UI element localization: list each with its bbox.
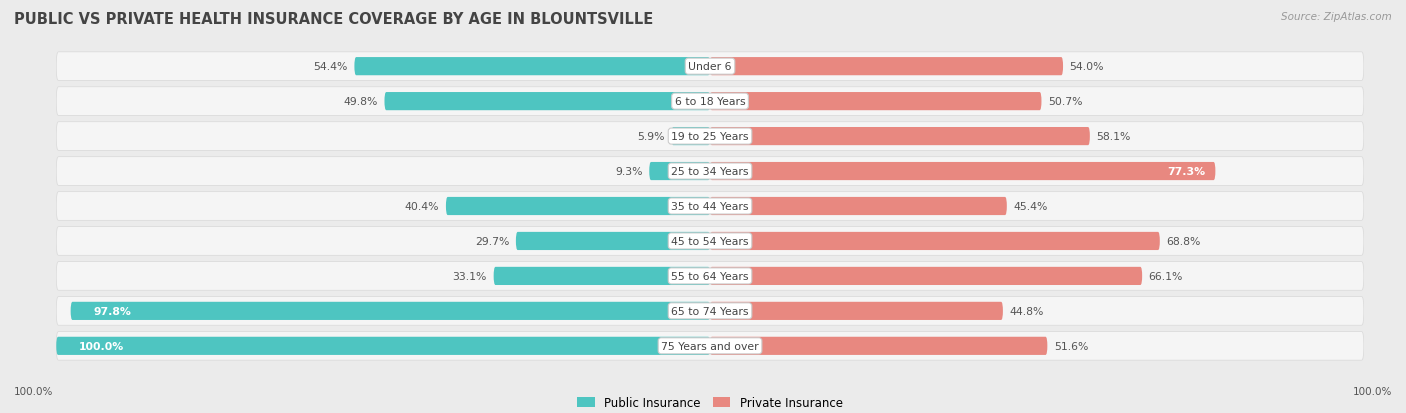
Legend: Public Insurance, Private Insurance: Public Insurance, Private Insurance [572, 392, 848, 413]
Text: 68.8%: 68.8% [1167, 236, 1201, 247]
FancyBboxPatch shape [672, 128, 710, 146]
FancyBboxPatch shape [710, 197, 1007, 216]
Text: 45.4%: 45.4% [1014, 202, 1047, 211]
Text: 77.3%: 77.3% [1167, 166, 1205, 177]
FancyBboxPatch shape [710, 302, 1002, 320]
Text: 51.6%: 51.6% [1054, 341, 1088, 351]
FancyBboxPatch shape [710, 267, 1142, 285]
Text: Under 6: Under 6 [689, 62, 731, 72]
FancyBboxPatch shape [56, 227, 1364, 256]
FancyBboxPatch shape [56, 122, 1364, 151]
FancyBboxPatch shape [384, 93, 710, 111]
Text: PUBLIC VS PRIVATE HEALTH INSURANCE COVERAGE BY AGE IN BLOUNTSVILLE: PUBLIC VS PRIVATE HEALTH INSURANCE COVER… [14, 12, 654, 27]
FancyBboxPatch shape [516, 232, 710, 250]
FancyBboxPatch shape [56, 88, 1364, 116]
Text: 65 to 74 Years: 65 to 74 Years [671, 306, 749, 316]
FancyBboxPatch shape [56, 157, 1364, 186]
FancyBboxPatch shape [650, 163, 710, 181]
FancyBboxPatch shape [56, 297, 1364, 325]
Text: 33.1%: 33.1% [453, 271, 486, 281]
FancyBboxPatch shape [56, 262, 1364, 291]
FancyBboxPatch shape [354, 58, 710, 76]
FancyBboxPatch shape [56, 337, 710, 355]
FancyBboxPatch shape [56, 332, 1364, 360]
Text: 54.4%: 54.4% [314, 62, 347, 72]
FancyBboxPatch shape [710, 232, 1160, 250]
Text: 5.9%: 5.9% [637, 132, 665, 142]
Text: 100.0%: 100.0% [79, 341, 124, 351]
FancyBboxPatch shape [710, 93, 1042, 111]
Text: 75 Years and over: 75 Years and over [661, 341, 759, 351]
Text: Source: ZipAtlas.com: Source: ZipAtlas.com [1281, 12, 1392, 22]
Text: 100.0%: 100.0% [1353, 387, 1392, 396]
FancyBboxPatch shape [56, 192, 1364, 221]
Text: 25 to 34 Years: 25 to 34 Years [671, 166, 749, 177]
Text: 66.1%: 66.1% [1149, 271, 1182, 281]
Text: 35 to 44 Years: 35 to 44 Years [671, 202, 749, 211]
Text: 58.1%: 58.1% [1097, 132, 1130, 142]
Text: 97.8%: 97.8% [94, 306, 131, 316]
Text: 49.8%: 49.8% [343, 97, 378, 107]
Text: 100.0%: 100.0% [14, 387, 53, 396]
Text: 55 to 64 Years: 55 to 64 Years [671, 271, 749, 281]
Text: 29.7%: 29.7% [475, 236, 509, 247]
Text: 50.7%: 50.7% [1047, 97, 1083, 107]
FancyBboxPatch shape [710, 58, 1063, 76]
FancyBboxPatch shape [710, 128, 1090, 146]
FancyBboxPatch shape [70, 302, 710, 320]
FancyBboxPatch shape [710, 337, 1047, 355]
FancyBboxPatch shape [494, 267, 710, 285]
Text: 19 to 25 Years: 19 to 25 Years [671, 132, 749, 142]
Text: 40.4%: 40.4% [405, 202, 439, 211]
Text: 45 to 54 Years: 45 to 54 Years [671, 236, 749, 247]
Text: 6 to 18 Years: 6 to 18 Years [675, 97, 745, 107]
FancyBboxPatch shape [56, 53, 1364, 81]
Text: 44.8%: 44.8% [1010, 306, 1043, 316]
Text: 9.3%: 9.3% [616, 166, 643, 177]
Text: 54.0%: 54.0% [1070, 62, 1104, 72]
FancyBboxPatch shape [710, 163, 1215, 181]
FancyBboxPatch shape [446, 197, 710, 216]
